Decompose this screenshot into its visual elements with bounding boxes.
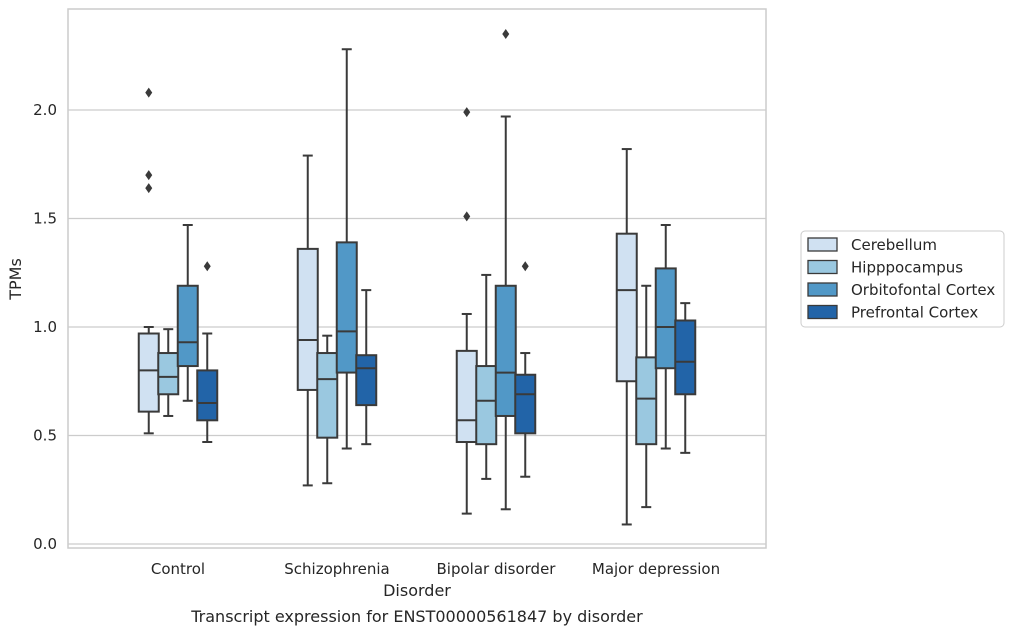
x-tick-label: Control xyxy=(151,560,205,578)
legend-label: Prefrontal Cortex xyxy=(851,304,978,322)
box-body xyxy=(196,369,219,422)
legend-swatch xyxy=(807,304,838,320)
box-hipppocampus xyxy=(635,284,658,509)
box-body xyxy=(654,267,677,370)
box-body xyxy=(355,354,378,407)
box-body xyxy=(176,284,199,368)
box-hipppocampus xyxy=(316,334,339,485)
x-axis-label: Disorder xyxy=(383,581,451,600)
legend-label: Orbitofontal Cortex xyxy=(851,281,995,299)
box-hipppocampus xyxy=(475,273,498,480)
box-hipppocampus xyxy=(157,328,180,417)
box-body xyxy=(316,352,339,439)
legend-swatch xyxy=(807,259,838,275)
outlier-point xyxy=(203,261,211,272)
box-orbitofontal-cortex xyxy=(494,29,517,511)
box-prefrontal-cortex xyxy=(355,289,378,446)
y-tick-label: 1.5 xyxy=(33,210,57,228)
box-prefrontal-cortex xyxy=(674,302,697,454)
outlier-point xyxy=(502,29,510,40)
x-tick-label: Bipolar disorder xyxy=(437,560,557,578)
y-tick-label: 0.5 xyxy=(33,427,57,445)
box-body xyxy=(296,247,319,391)
box-prefrontal-cortex xyxy=(514,261,537,478)
box-body xyxy=(514,373,537,435)
y-tick-label: 1.0 xyxy=(33,318,57,336)
box-cerebellum xyxy=(296,154,319,487)
legend-label: Hipppocampus xyxy=(851,259,963,277)
x-tick-labels: Control Schizophrenia Bipolar disorder Majo… xyxy=(151,560,720,578)
y-tick-label: 0.0 xyxy=(33,535,57,553)
outlier-point xyxy=(521,261,529,272)
box-body xyxy=(674,319,697,396)
legend-frame xyxy=(800,230,1005,328)
outlier-point xyxy=(145,183,153,194)
boxes xyxy=(137,29,697,526)
box-cerebellum xyxy=(615,148,638,526)
outlier-point xyxy=(145,87,153,98)
box-orbitofontal-cortex xyxy=(176,224,199,402)
box-body xyxy=(635,356,658,446)
y-tick-labels: 0.0 0.5 1.0 1.5 2.0 xyxy=(33,101,57,553)
plot-frame xyxy=(67,8,767,549)
legend-swatch xyxy=(807,237,838,252)
legend-swatch xyxy=(807,282,838,297)
outlier-point xyxy=(463,211,471,222)
outlier-point xyxy=(463,107,471,118)
box-cerebellum xyxy=(455,107,478,515)
y-tick-label: 2.0 xyxy=(33,101,57,119)
y-axis-label: TPMs xyxy=(6,258,25,301)
plot-background xyxy=(68,9,766,548)
chart-caption: Transcript expression for ENST0000056184… xyxy=(190,607,643,626)
box-body xyxy=(475,365,498,446)
x-tick-label: Major depression xyxy=(592,560,720,578)
box-orbitofontal-cortex xyxy=(654,224,677,450)
outlier-point xyxy=(145,170,153,181)
box-body xyxy=(615,232,638,383)
box-prefrontal-cortex xyxy=(196,261,219,444)
box-body xyxy=(335,241,358,374)
box-orbitofontal-cortex xyxy=(335,48,358,450)
box-body xyxy=(157,352,180,396)
box-cerebellum xyxy=(137,87,160,435)
legend: Cerebellum Hipppocampus Orbitofontal Corte… xyxy=(800,230,1005,328)
box-body xyxy=(455,349,478,444)
box-body xyxy=(494,284,517,417)
x-tick-label: Schizophrenia xyxy=(284,560,389,578)
legend-label: Cerebellum xyxy=(851,236,937,254)
box-body xyxy=(137,332,160,413)
